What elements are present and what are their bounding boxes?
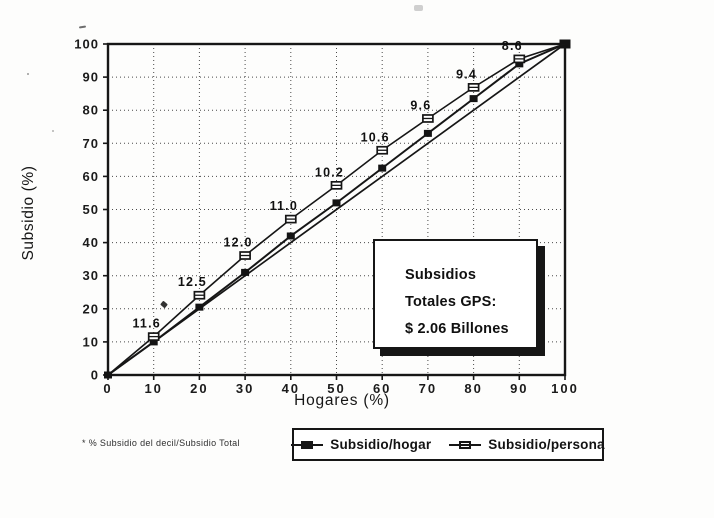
- svg-text:70: 70: [419, 381, 437, 396]
- svg-text:100: 100: [551, 381, 579, 396]
- svg-text:20: 20: [83, 301, 99, 316]
- data-point-hogar: [286, 232, 295, 240]
- series-subsidio-persona: [107, 43, 566, 376]
- annotation-line-3: $ 2.06 Billones: [405, 321, 509, 337]
- filled-square-marker-icon: [291, 440, 324, 450]
- svg-text:90: 90: [510, 381, 528, 396]
- svg-text:8.6: 8.6: [502, 39, 523, 53]
- svg-text:50: 50: [83, 202, 99, 217]
- svg-text:12.5: 12.5: [178, 275, 207, 289]
- legend-item-subsidio-hogar: Subsidio/hogar: [291, 437, 431, 452]
- data-point-hogar: [195, 303, 204, 311]
- svg-text:10: 10: [83, 334, 99, 349]
- legend-label-subsidio-persona: Subsidio/persona: [488, 437, 605, 452]
- svg-text:0: 0: [91, 368, 99, 383]
- legend-label-subsidio-hogar: Subsidio/hogar: [330, 437, 432, 452]
- legend-item-subsidio-persona: Subsidio/persona: [449, 437, 605, 452]
- svg-text:50: 50: [327, 381, 345, 396]
- svg-text:80: 80: [464, 381, 482, 396]
- y-axis-title: Subsidio (%): [20, 165, 37, 261]
- scan-speck: [414, 5, 423, 11]
- x-tick-labels: 0 10 20 30 40 50 60 70 80 90 100: [103, 381, 579, 396]
- scan-speck: [27, 73, 29, 75]
- svg-text:11.0: 11.0: [270, 199, 298, 213]
- svg-text:10: 10: [144, 381, 162, 396]
- svg-text:40: 40: [282, 381, 300, 396]
- data-point-hogar: [469, 95, 478, 103]
- y-tick-labels: 0 10 20 30 40 50 60 70 80 90 100: [74, 37, 99, 383]
- svg-text:90: 90: [83, 70, 99, 85]
- svg-text:100: 100: [74, 37, 99, 52]
- annotation-line-1: Subsidios: [405, 267, 477, 283]
- legend: Subsidio/hogar Subsidio/persona: [291, 428, 605, 461]
- svg-text:40: 40: [83, 235, 99, 250]
- axis-ticks: [103, 43, 566, 380]
- scan-speck: [52, 130, 54, 132]
- open-square-marker-icon: [449, 440, 482, 450]
- svg-text:0: 0: [103, 381, 112, 396]
- data-point-hogar: [515, 60, 524, 68]
- x-axis-title: Hogares (%): [294, 392, 390, 409]
- data-point-hogar: [423, 129, 432, 137]
- data-point-hogar: [149, 338, 158, 346]
- svg-text:11.6: 11.6: [132, 317, 160, 331]
- svg-text:60: 60: [373, 381, 391, 396]
- footnote: * % Subsidio del decil/Subsidio Total: [82, 438, 240, 448]
- svg-text:30: 30: [83, 268, 99, 283]
- data-point-hogar: [378, 164, 387, 172]
- data-point-hogar: [241, 268, 250, 276]
- svg-text:20: 20: [190, 381, 208, 396]
- annotation-box: Subsidios Totales GPS: $ 2.06 Billones: [373, 239, 538, 349]
- svg-text:60: 60: [83, 169, 99, 184]
- decile-point-labels: 11.6 12.5 12.0 11.0 10.2 10.6 9.6 9.4 8.6: [132, 39, 523, 331]
- svg-text:10.6: 10.6: [361, 130, 390, 144]
- svg-text:12.0: 12.0: [224, 236, 253, 250]
- svg-text:80: 80: [83, 103, 99, 118]
- svg-text:9.4: 9.4: [456, 67, 477, 81]
- svg-text:10.2: 10.2: [315, 165, 344, 179]
- svg-text:30: 30: [236, 381, 254, 396]
- svg-text:9.6: 9.6: [410, 98, 431, 112]
- data-point-hogar: [332, 199, 341, 207]
- svg-text:70: 70: [83, 136, 99, 151]
- annotation-line-2: Totales GPS:: [405, 294, 497, 310]
